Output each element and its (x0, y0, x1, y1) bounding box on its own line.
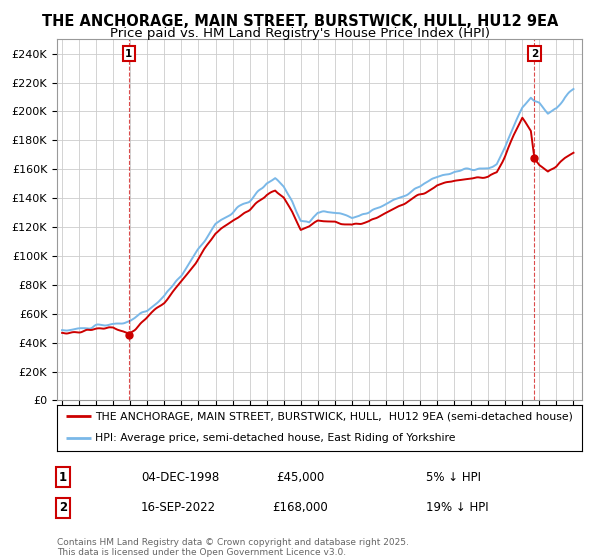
Text: 1: 1 (125, 49, 133, 59)
Text: Price paid vs. HM Land Registry's House Price Index (HPI): Price paid vs. HM Land Registry's House … (110, 27, 490, 40)
Text: 16-SEP-2022: 16-SEP-2022 (141, 501, 216, 515)
Text: Contains HM Land Registry data © Crown copyright and database right 2025.
This d: Contains HM Land Registry data © Crown c… (57, 538, 409, 557)
Text: 2: 2 (59, 501, 67, 515)
Text: HPI: Average price, semi-detached house, East Riding of Yorkshire: HPI: Average price, semi-detached house,… (95, 433, 456, 444)
Text: £45,000: £45,000 (276, 470, 324, 484)
Text: THE ANCHORAGE, MAIN STREET, BURSTWICK, HULL,  HU12 9EA (semi-detached house): THE ANCHORAGE, MAIN STREET, BURSTWICK, H… (95, 412, 573, 421)
Text: 04-DEC-1998: 04-DEC-1998 (141, 470, 219, 484)
Text: 5% ↓ HPI: 5% ↓ HPI (426, 470, 481, 484)
Text: 19% ↓ HPI: 19% ↓ HPI (426, 501, 488, 515)
Text: THE ANCHORAGE, MAIN STREET, BURSTWICK, HULL, HU12 9EA: THE ANCHORAGE, MAIN STREET, BURSTWICK, H… (42, 14, 558, 29)
Text: 2: 2 (531, 49, 538, 59)
Text: £168,000: £168,000 (272, 501, 328, 515)
Text: 1: 1 (59, 470, 67, 484)
